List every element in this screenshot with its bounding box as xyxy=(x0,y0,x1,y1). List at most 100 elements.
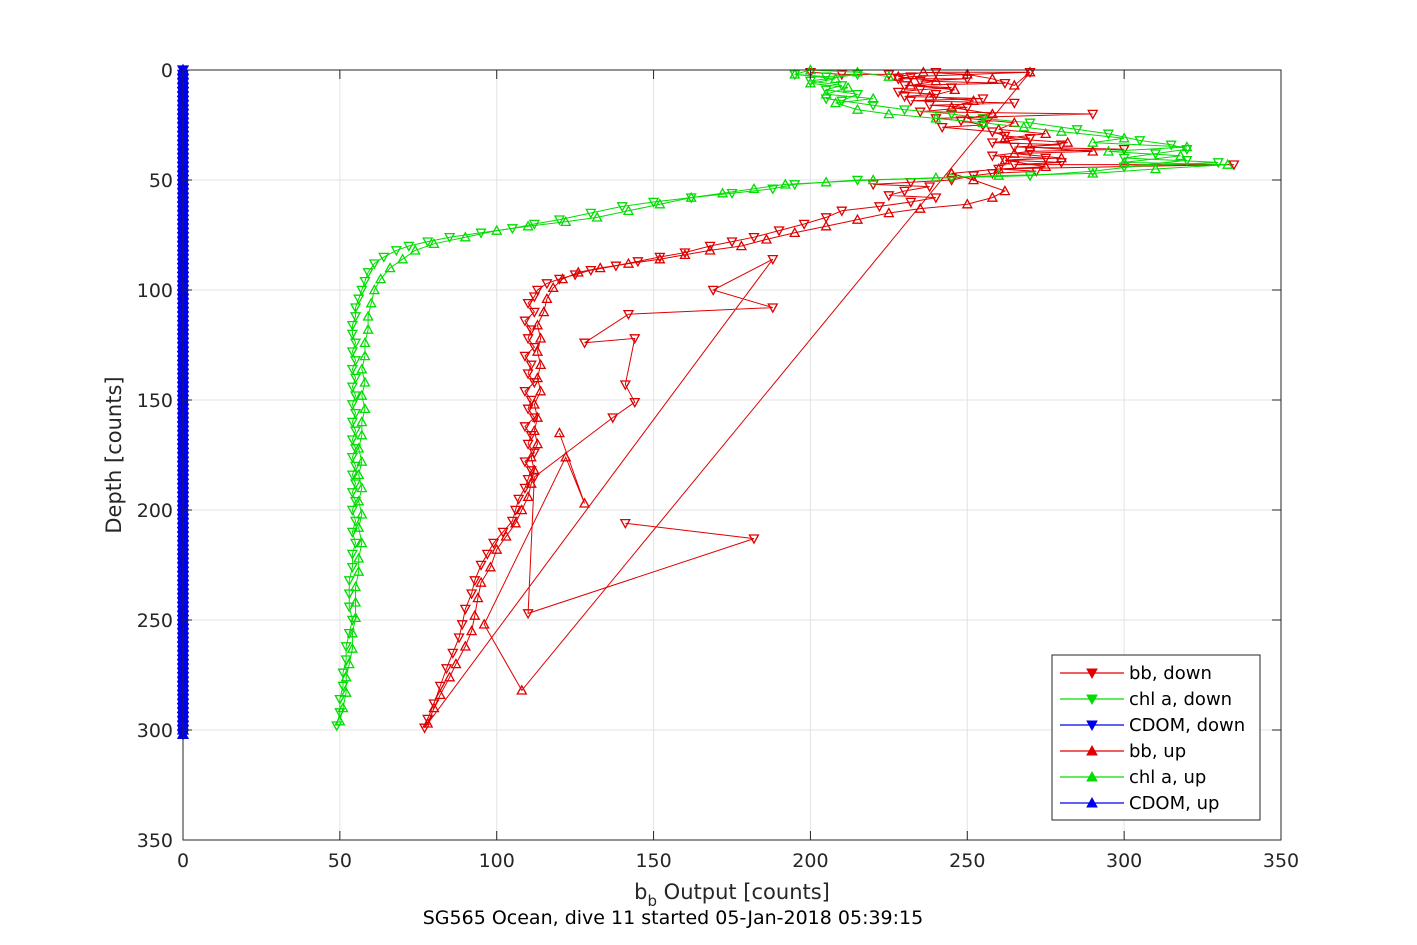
data-point xyxy=(484,561,497,572)
data-point xyxy=(469,609,481,620)
data-point xyxy=(447,648,459,659)
data-point xyxy=(867,180,879,191)
data-point xyxy=(434,688,446,700)
data-point xyxy=(1008,79,1020,90)
data-point xyxy=(349,408,362,420)
data-point xyxy=(798,219,810,230)
data-point xyxy=(977,114,989,125)
data-point xyxy=(456,620,468,631)
data-point xyxy=(629,334,641,345)
data-point xyxy=(346,417,359,428)
data-point xyxy=(356,416,368,427)
data-point xyxy=(883,191,895,202)
data-point xyxy=(1175,149,1187,161)
data-point xyxy=(986,108,998,119)
data-point xyxy=(829,72,842,84)
data-point xyxy=(1181,144,1193,156)
data-point xyxy=(993,169,1005,180)
data-point xyxy=(349,356,362,367)
data-point xyxy=(1181,141,1193,152)
data-point xyxy=(409,244,421,255)
data-point xyxy=(349,312,362,323)
data-point xyxy=(851,213,864,224)
data-point xyxy=(475,560,487,571)
data-point xyxy=(836,206,848,217)
data-point xyxy=(525,466,537,477)
data-point xyxy=(553,215,566,226)
data-point xyxy=(340,671,352,682)
legend-entry: bb, down xyxy=(1060,663,1212,684)
data-point xyxy=(525,360,537,371)
data-point xyxy=(967,174,980,185)
data-point xyxy=(519,386,531,398)
data-point xyxy=(528,398,540,409)
y-tick-label: 250 xyxy=(137,610,173,632)
data-point xyxy=(1212,158,1224,169)
data-point xyxy=(905,197,917,208)
data-point xyxy=(535,358,547,370)
data-point xyxy=(986,72,998,84)
x-tick-label: 150 xyxy=(635,850,671,872)
data-point xyxy=(905,79,917,90)
data-point xyxy=(453,633,465,644)
data-point xyxy=(789,180,801,191)
data-point xyxy=(475,576,487,587)
data-point xyxy=(1222,158,1234,169)
y-tick-label: 50 xyxy=(149,170,173,192)
data-point xyxy=(930,193,942,204)
legend-marker-sample xyxy=(1086,720,1098,732)
data-point xyxy=(531,345,544,356)
data-point xyxy=(726,188,738,200)
data-point xyxy=(930,75,942,86)
data-point xyxy=(616,202,628,213)
data-point xyxy=(428,702,440,713)
legend-entry: CDOM, up xyxy=(1060,793,1219,814)
data-point xyxy=(572,266,584,277)
data-point xyxy=(1118,132,1130,143)
x-axis-label-subscript: b xyxy=(647,892,657,910)
legend-entry: CDOM, down xyxy=(1060,715,1245,736)
data-point xyxy=(917,66,929,77)
data-point xyxy=(704,241,716,252)
data-point xyxy=(362,323,374,334)
data-point xyxy=(343,602,355,613)
data-point xyxy=(607,413,619,424)
data-point xyxy=(334,694,346,706)
data-point xyxy=(892,70,904,81)
data-point xyxy=(343,589,355,600)
data-point xyxy=(842,81,854,92)
data-point xyxy=(1071,125,1083,136)
data-point xyxy=(390,246,402,257)
data-point xyxy=(337,681,349,692)
data-point xyxy=(349,596,362,607)
data-point xyxy=(961,112,973,123)
data-point xyxy=(1055,125,1068,136)
data-point xyxy=(1008,142,1020,153)
data-point xyxy=(1087,136,1099,147)
data-point xyxy=(1024,147,1036,158)
data-point xyxy=(349,516,362,527)
data-point xyxy=(707,285,719,296)
data-point xyxy=(945,173,958,184)
data-point xyxy=(748,534,760,545)
data-point xyxy=(368,259,380,270)
data-point xyxy=(867,174,879,185)
data-point xyxy=(905,96,917,107)
legend-marker-sample xyxy=(1086,744,1098,756)
data-point xyxy=(977,120,989,131)
series-chl-a-up xyxy=(334,64,1234,726)
data-point xyxy=(519,483,531,494)
data-point xyxy=(346,382,359,393)
data-point xyxy=(525,477,537,488)
data-point xyxy=(622,257,635,268)
data-point xyxy=(949,83,961,95)
data-point xyxy=(346,329,359,340)
data-point xyxy=(977,116,989,128)
data-point xyxy=(1024,133,1036,145)
data-point xyxy=(1008,147,1020,158)
x-tick-label: 0 xyxy=(177,850,189,872)
legend-label: CDOM, down xyxy=(1129,715,1245,736)
data-point xyxy=(553,427,566,438)
legend-label: chl a, up xyxy=(1129,767,1206,788)
data-point xyxy=(541,292,553,304)
